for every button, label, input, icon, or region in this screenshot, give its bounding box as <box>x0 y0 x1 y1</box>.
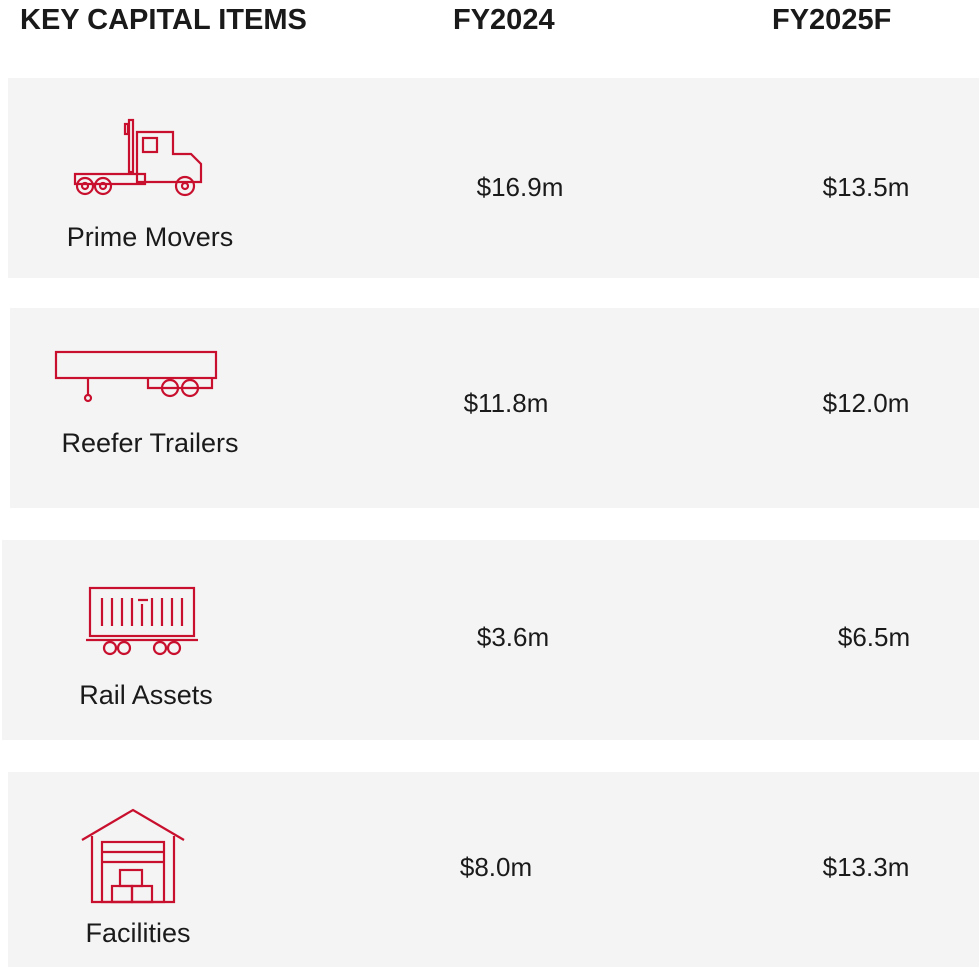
fy2025f-value: $12.0m <box>822 388 910 418</box>
item-label: Rail Assets <box>79 680 213 710</box>
fy2025f-value: $13.3m <box>822 852 910 882</box>
fy2025f-value: $6.5m <box>837 622 911 652</box>
warehouse-icon <box>81 808 185 904</box>
item-label: Prime Movers <box>66 222 234 252</box>
fy2024-value: $16.9m <box>476 172 564 202</box>
fy2024-value: $3.6m <box>476 622 550 652</box>
fy2025f-value: $13.5m <box>822 172 910 202</box>
column-header: KEY CAPITAL ITEMS <box>20 4 307 36</box>
item-label: Facilities <box>85 918 191 948</box>
fy2024-value: $8.0m <box>459 852 533 882</box>
trailer-icon <box>54 350 218 403</box>
fy2024-value: $11.8m <box>463 388 549 418</box>
table-row: Rail Assets $3.6m $6.5m <box>2 540 979 740</box>
railcar-icon <box>86 586 198 656</box>
table-row: Facilities $8.0m $13.3m <box>8 772 979 967</box>
truck-icon <box>73 118 203 197</box>
table-row: Reefer Trailers $11.8m $12.0m <box>10 308 979 508</box>
table-row: Prime Movers $16.9m $13.5m <box>8 78 979 278</box>
column-header: FY2025F <box>772 4 892 36</box>
item-label: Reefer Trailers <box>61 428 239 458</box>
column-header: FY2024 <box>453 4 555 36</box>
